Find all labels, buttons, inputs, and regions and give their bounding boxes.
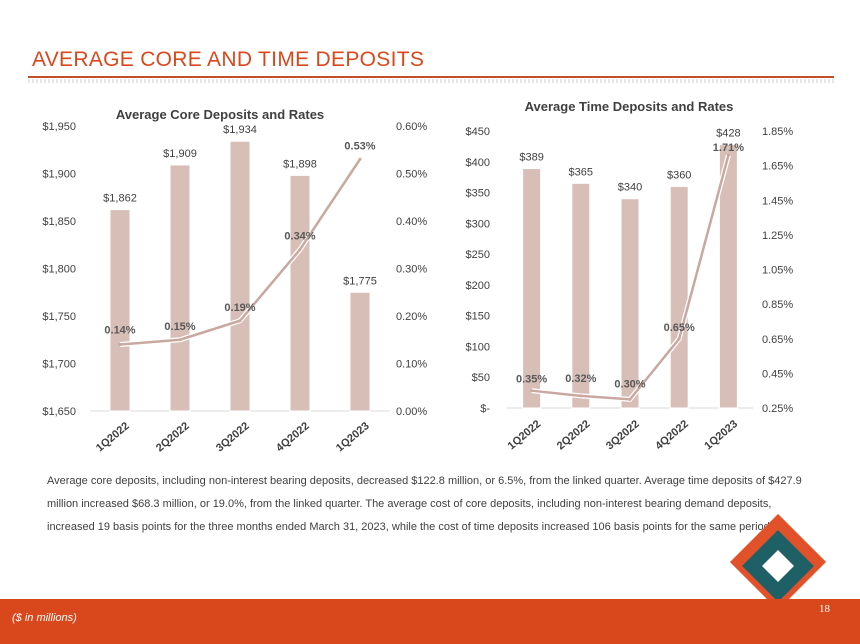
y-tick-label: $1,950	[42, 121, 76, 133]
y2-tick-label: 0.30%	[396, 264, 427, 276]
y-tick-label: $1,900	[42, 169, 76, 181]
time-deposits-chart: Average Time Deposits and Rates $- $50 $100…	[466, 99, 794, 452]
x-tick-label: 1Q2023	[702, 418, 740, 452]
y2-tick-label: 0.40%	[396, 216, 427, 228]
y-tick-label: $200	[466, 280, 490, 292]
rate-point	[579, 394, 583, 398]
y-tick-label: $250	[466, 249, 490, 261]
y2-tick-label: 0.65%	[762, 334, 793, 346]
y-tick-label: $1,800	[42, 264, 76, 276]
y2-tick-label: 0.25%	[762, 403, 793, 415]
y-tick-label: $1,850	[42, 216, 76, 228]
rate-value-label: 0.14%	[104, 325, 135, 337]
rate-point	[628, 397, 632, 401]
y2-tick-label: 1.65%	[762, 161, 793, 173]
x-tick-label: 4Q2022	[653, 418, 691, 452]
rate-point	[238, 319, 242, 323]
bar-value-label: $360	[667, 169, 691, 181]
rate-value-label: 0.65%	[664, 322, 695, 334]
bar-value-label: $1,934	[223, 124, 257, 136]
rate-point	[298, 248, 302, 251]
rate-point	[358, 157, 362, 161]
y-tick-label: $50	[472, 372, 490, 384]
footnote: ($ in millions)	[12, 612, 77, 624]
y-tick-label: $400	[466, 157, 490, 169]
y-tick-label: $-	[480, 403, 490, 415]
y-tick-label: $1,650	[42, 406, 76, 418]
y-tick-label: $1,700	[42, 359, 76, 371]
y2-tick-label: 0.20%	[396, 311, 427, 323]
y2-tick-label: 0.45%	[762, 368, 793, 380]
rate-point	[178, 338, 182, 342]
y2-tick-label: 0.00%	[396, 406, 427, 418]
interlocking-diamond-logo-icon	[730, 514, 826, 610]
bar-value-label: $428	[716, 128, 740, 140]
commentary-text: Average core deposits, including non-int…	[47, 475, 802, 533]
bar	[229, 140, 251, 412]
y2-tick-label: 0.85%	[762, 299, 793, 311]
x-tick-label: 2Q2022	[555, 418, 593, 452]
bar	[669, 185, 689, 409]
rate-value-label: 0.35%	[516, 374, 547, 386]
rate-point	[118, 343, 122, 346]
bar	[620, 198, 640, 409]
y-tick-label: $450	[466, 126, 490, 138]
y-tick-label: $100	[466, 341, 490, 353]
bar	[289, 174, 311, 412]
x-tick-label: 4Q2022	[274, 420, 312, 454]
bar-value-label: $1,862	[103, 193, 137, 205]
chart-title: Average Core Deposits and Rates	[116, 107, 324, 122]
title-underline-texture	[28, 79, 834, 83]
rate-value-label: 0.32%	[565, 373, 596, 385]
x-tick-label: 1Q2022	[506, 418, 544, 452]
rate-value-label: 0.34%	[284, 231, 315, 243]
y-tick-label: $300	[466, 218, 490, 230]
rate-value-label: 0.15%	[164, 321, 195, 333]
bar-value-label: $365	[569, 166, 593, 178]
bar-value-label: $340	[618, 182, 642, 194]
page-number: 18	[819, 603, 830, 615]
bar-value-label: $1,909	[163, 148, 197, 160]
y2-tick-label: 1.05%	[762, 265, 793, 277]
bar	[522, 168, 542, 409]
bar	[349, 291, 371, 412]
x-tick-label: 3Q2022	[604, 418, 642, 452]
y2-tick-label: 0.50%	[396, 169, 427, 181]
y-tick-label: $350	[466, 188, 490, 200]
y2-tick-label: 0.10%	[396, 359, 427, 371]
bar	[109, 209, 131, 412]
bar-value-label: $1,775	[343, 275, 377, 287]
bar-value-label: $1,898	[283, 158, 317, 170]
x-tick-label: 1Q2023	[334, 420, 372, 454]
page-title: AVERAGE CORE AND TIME DEPOSITS	[32, 48, 425, 71]
rate-point	[677, 337, 681, 341]
rate-point	[726, 153, 730, 157]
bar	[718, 144, 738, 409]
rate-value-label: 0.53%	[344, 140, 375, 152]
title-underline	[28, 76, 834, 78]
y-tick-label: $150	[466, 311, 490, 323]
rate-value-label: 1.71%	[713, 142, 744, 154]
bar	[169, 164, 191, 412]
x-tick-label: 2Q2022	[154, 420, 192, 454]
rate-point	[530, 389, 534, 393]
core-deposits-chart: Average Core Deposits and Rates $1,650 $1,…	[42, 107, 427, 454]
chart-title: Average Time Deposits and Rates	[525, 99, 734, 114]
rate-value-label: 0.30%	[614, 378, 645, 390]
footer-bar: ($ in millions) 18	[0, 599, 860, 644]
rate-value-label: 0.19%	[224, 302, 255, 314]
y2-tick-label: 0.60%	[396, 121, 427, 133]
y-tick-label: $1,750	[42, 311, 76, 323]
x-tick-label: 3Q2022	[214, 420, 252, 454]
y2-tick-label: 1.25%	[762, 230, 793, 242]
y2-tick-label: 1.85%	[762, 126, 793, 138]
y2-tick-label: 1.45%	[762, 195, 793, 207]
bar	[571, 182, 591, 409]
x-tick-label: 1Q2022	[94, 420, 132, 454]
bar-value-label: $389	[519, 152, 543, 164]
